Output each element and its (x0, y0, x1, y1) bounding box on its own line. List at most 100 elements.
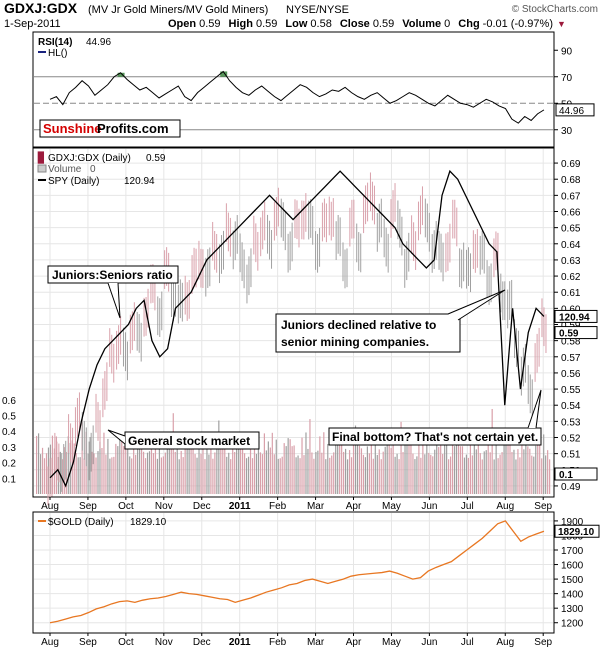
volume-bar (113, 456, 115, 494)
volume-bar (521, 434, 523, 494)
volume-bar (307, 448, 309, 494)
ratio-tick-label: 0.60 (561, 304, 581, 315)
volume-bar (473, 432, 475, 494)
volume-bar (123, 446, 125, 494)
volume-bar (519, 457, 521, 494)
volume-bar (386, 443, 388, 494)
volume-bar (354, 425, 357, 494)
ratio-tick-label: 0.58 (561, 337, 581, 348)
volume-bar (93, 453, 95, 494)
rsi-tick-label: 70 (561, 73, 573, 84)
volume-bar (257, 437, 260, 494)
volume-bar (495, 444, 497, 494)
volume-bar (67, 436, 69, 494)
volume-bar (121, 438, 123, 494)
volume-bar (455, 437, 458, 494)
volume-bar (148, 451, 151, 494)
annotation-declined: Juniors declined relative to senior mini… (275, 289, 506, 353)
volume-bar (442, 454, 444, 494)
volume-bar (168, 440, 170, 494)
volume-bar (323, 432, 325, 494)
gold-legend-label: $GOLD (Daily) (48, 517, 114, 528)
volume-bar (485, 450, 487, 494)
ratio-legend-icon: ▊ (37, 151, 46, 164)
ratio-tick-label: 0.56 (561, 369, 581, 380)
volume-bar (549, 459, 551, 494)
ratio-tick-label: 0.68 (561, 175, 581, 186)
volume-bar (513, 449, 515, 494)
volume-bar (428, 452, 430, 494)
gold-tick-label: 1200 (561, 619, 584, 630)
watermark: © StockCharts.com (512, 4, 598, 15)
gold-x-label: Dec (193, 637, 211, 648)
volume-bar (313, 458, 315, 494)
volume-bar (539, 432, 541, 494)
volume-bar (89, 437, 91, 494)
ratio-tick-label: 0.64 (561, 240, 581, 251)
volume-bar (543, 434, 545, 494)
symbol-description: (MV Jr Gold Miners/MV Gold Miners) (88, 4, 268, 16)
volume-bar (214, 452, 216, 494)
ratio-x-label: Jun (421, 501, 437, 512)
volume-bar (73, 443, 75, 494)
volume-tick-label: 0.1 (2, 474, 16, 485)
gold-frame (32, 511, 555, 634)
spy-legend-label: SPY (Daily) (48, 176, 100, 187)
ratio-last-box (554, 309, 598, 323)
volume-bar (446, 435, 448, 494)
volume-bar (224, 437, 226, 494)
volume-bar (172, 413, 174, 494)
ratio-x-label: Mar (307, 501, 325, 512)
annotation-juniors-seniors-text: Juniors:Seniors ratio (52, 268, 173, 282)
volume-bar (535, 445, 537, 494)
volume-bar (41, 447, 44, 494)
gold-x-label: Aug (41, 637, 59, 648)
gold-x-label: Aug (496, 637, 514, 648)
ratio-last-label: 0.59 (559, 329, 579, 340)
volume-bar (547, 450, 549, 494)
volume-bar (95, 457, 97, 494)
volume-bar (204, 459, 206, 494)
volume-bar (200, 453, 202, 494)
ratio-tick-label: 0.61 (561, 288, 581, 299)
volume-bar (350, 457, 353, 494)
volume-bar (107, 438, 109, 494)
volume-tick-label: 0.3 (2, 443, 16, 454)
volume-bar (515, 459, 517, 494)
ratio-last-box (554, 467, 598, 481)
gold-x-label: Jul (461, 637, 474, 648)
volume-bar (220, 435, 222, 494)
volume-bar (487, 436, 489, 494)
volume-bar (139, 448, 141, 494)
volume-bar (507, 442, 509, 494)
ratio-tick-label: 0.66 (561, 208, 581, 219)
volume-bar (99, 441, 101, 494)
volume-bar (61, 459, 63, 494)
volume-bar (208, 454, 210, 494)
volume-bar (493, 459, 495, 494)
chg-down-icon: ▼ (557, 19, 566, 29)
volume-bar (222, 448, 224, 494)
ratio-x-label: 2011 (229, 501, 251, 512)
ohlc-label: Chg (458, 18, 479, 30)
volume-bar (259, 452, 262, 494)
gold-tick-label: 1500 (561, 575, 584, 586)
ratio-x-label: Nov (155, 501, 173, 512)
volume-bar (194, 454, 196, 494)
volume-bar (285, 446, 287, 494)
volume-bar (319, 436, 321, 494)
gold-x-label: Feb (269, 637, 287, 648)
volume-bar (426, 437, 428, 494)
volume-bar (408, 440, 410, 494)
volume-bar (358, 445, 361, 494)
volume-bar (190, 445, 192, 494)
gold-legend-value: 1829.10 (130, 517, 167, 528)
volume-bar (424, 454, 426, 494)
volume-bar (479, 453, 481, 494)
volume-bar (287, 438, 289, 494)
volume-bar (352, 435, 355, 494)
volume-bar (374, 434, 376, 494)
volume-bar (180, 450, 182, 494)
volume-bar (449, 456, 452, 494)
volume-bar (430, 454, 432, 494)
